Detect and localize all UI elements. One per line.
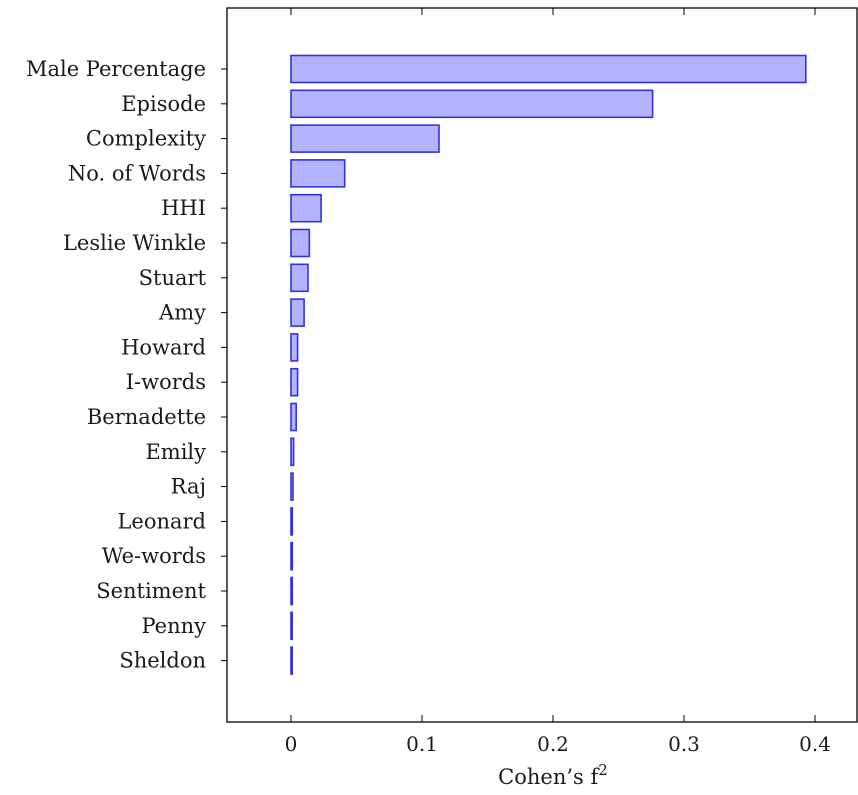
category-label: Sentiment [96, 579, 206, 603]
bar-male-percentage [290, 54, 807, 84]
x-tick-label: 0.1 [406, 732, 438, 756]
bar-emily [290, 437, 295, 467]
bar-i-words [290, 367, 299, 397]
category-label: Leslie Winkle [63, 231, 206, 255]
category-label: Complexity [86, 127, 206, 151]
category-label: Bernadette [87, 405, 206, 429]
x-tick-label: 0.2 [537, 732, 569, 756]
category-label: HHI [161, 196, 206, 220]
category-labels: Male Percentage Episode Complexity No. of W… [26, 57, 227, 673]
bar-episode [290, 89, 654, 119]
category-label: Emily [145, 440, 206, 464]
bars-group [290, 54, 807, 675]
category-label: Episode [121, 92, 206, 116]
category-label: No. of Words [68, 161, 206, 185]
bar-we-words [290, 541, 294, 571]
category-label: Raj [171, 475, 206, 499]
x-tick-label: 0.3 [668, 732, 700, 756]
bar-no-of-words [290, 159, 346, 188]
plot-frame [226, 7, 858, 723]
category-label: Male Percentage [26, 57, 206, 81]
bar-bernadette [290, 402, 297, 432]
bar-sheldon [290, 646, 294, 675]
x-tick-label: 0 [285, 732, 298, 756]
bar-raj [290, 472, 294, 501]
x-axis-label-superscript: 2 [598, 761, 608, 779]
x-axis-ticks: 0 0.1 0.2 0.3 0.4 [285, 8, 831, 756]
bar-sentiment [290, 576, 294, 606]
bar-stuart [290, 263, 309, 293]
category-label: We-words [102, 544, 206, 568]
category-label: Penny [141, 614, 206, 638]
x-tick-label: 0.4 [799, 732, 831, 756]
bar-complexity [290, 124, 440, 153]
x-axis-label: Cohen’s f2 [498, 761, 608, 789]
x-axis-label-text: Cohen’s f [498, 765, 600, 789]
category-label: Howard [121, 335, 206, 359]
bar-penny [290, 611, 294, 641]
bar-leslie-winkle [290, 228, 311, 258]
bar-amy [290, 298, 305, 327]
bar-leonard [290, 507, 294, 536]
category-label: Amy [158, 301, 206, 325]
category-label: I-words [126, 370, 206, 394]
bar-hhi [290, 193, 322, 223]
bar-howard [290, 333, 299, 362]
category-label: Sheldon [119, 649, 206, 673]
category-label: Leonard [117, 509, 206, 533]
category-label: Stuart [139, 266, 207, 290]
